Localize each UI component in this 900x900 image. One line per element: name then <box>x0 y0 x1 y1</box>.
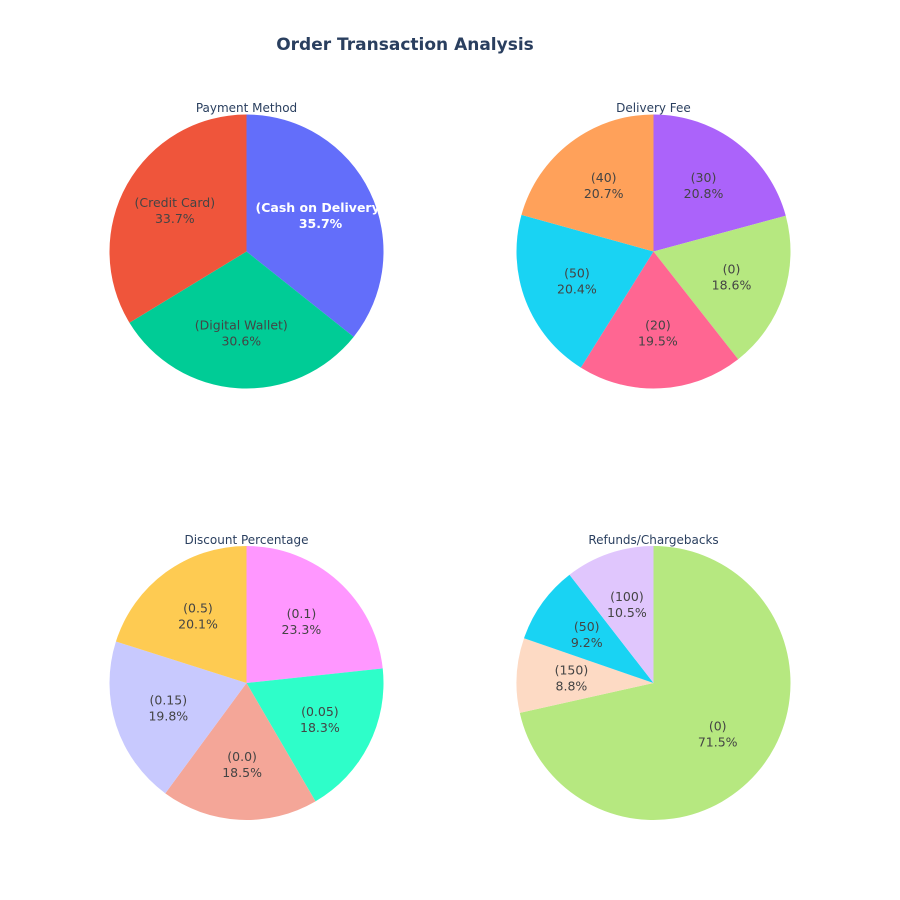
pie-slices <box>516 546 791 820</box>
pie-slices <box>109 114 384 389</box>
pie-labels: (30) 20.8%(0) 18.6%(20) 19.5%(50) 20.4%(40) 2… <box>557 170 751 349</box>
pie-slice-40 <box>521 114 654 252</box>
slice-category-text: (0) <box>723 261 741 276</box>
pie-slice-label: (50) 20.4% <box>557 265 597 296</box>
pie-slice-label: (0.1) 23.3% <box>282 606 322 637</box>
slice-category-text: (20) <box>645 318 671 333</box>
slice-category-text: (150) <box>555 662 589 677</box>
pie-slice-150 <box>516 638 654 713</box>
slice-category-text: (0) <box>709 718 727 733</box>
pie-slice-label: (40) 20.7% <box>584 170 624 201</box>
pie-slice-label: (Digital Wallet) 30.6% <box>195 318 288 349</box>
pie-labels: (0.1) 23.3% (0.05) 18.3% (0.0) 18.5% (0.15) 19.… <box>148 601 339 780</box>
slice-percent-text: 20.8% <box>684 186 724 201</box>
pie-slice-label: (0) 18.6% <box>712 261 752 292</box>
pie-slice-30 <box>653 114 786 252</box>
pie-refunds-chargebacks: Refunds/Chargebacks (0) 71.5% (150) 8.8% (50… <box>516 533 791 820</box>
slice-category-text: (40) <box>591 170 617 185</box>
pie-title-refunds-chargebacks: Refunds/Chargebacks <box>588 533 718 547</box>
slice-category-text: (Cash on Delivery) <box>256 200 386 215</box>
pie-slice-0 <box>653 215 791 360</box>
pie-slice-label: (Cash on Delivery) 35.7% <box>256 200 386 231</box>
pie-slice-label: (20) 19.5% <box>638 318 678 349</box>
slice-category-text: (30) <box>691 170 717 185</box>
pie-slice-50 <box>516 214 654 368</box>
slice-percent-text: 35.7% <box>299 216 343 231</box>
pie-slice-0-05 <box>246 668 384 802</box>
pie-slice-0 <box>519 546 791 820</box>
slice-category-text: (100) <box>610 589 644 604</box>
pie-slice-credit-card <box>109 114 247 323</box>
pie-slices <box>516 114 791 389</box>
pie-title-discount-percentage: Discount Percentage <box>184 533 308 547</box>
pie-slice-label: (0.15) 19.8% <box>148 692 188 723</box>
slice-category-text: (0.1) <box>287 606 317 621</box>
slice-percent-text: 20.7% <box>584 186 624 201</box>
pie-slice-label: (100) 10.5% <box>607 589 647 620</box>
pie-slice-0-5 <box>115 546 247 683</box>
slice-percent-text: 71.5% <box>698 734 738 749</box>
slice-percent-text: 23.3% <box>282 622 322 637</box>
chart-title: Order Transaction Analysis <box>276 35 534 55</box>
slice-percent-text: 18.5% <box>222 765 262 780</box>
slice-category-text: (50) <box>564 265 590 280</box>
slice-percent-text: 8.8% <box>556 678 588 693</box>
pie-slice-label: (0) 71.5% <box>698 718 738 749</box>
pie-slice-label: (0.5) 20.1% <box>178 601 218 632</box>
slice-category-text: (Digital Wallet) <box>195 318 288 333</box>
pie-title-payment-method: Payment Method <box>196 101 297 115</box>
pie-slice-0-0 <box>165 683 316 821</box>
slice-category-text: (Credit Card) <box>135 195 216 210</box>
slice-percent-text: 10.5% <box>607 605 647 620</box>
pie-slice-digital-wallet <box>129 251 354 389</box>
pie-slice-label: (50) 9.2% <box>571 619 603 650</box>
slice-category-text: (0.0) <box>227 749 257 764</box>
slice-percent-text: 9.2% <box>571 635 603 650</box>
pie-slice-20 <box>580 251 739 389</box>
pie-slice-100 <box>569 546 654 683</box>
pie-title-delivery-fee: Delivery Fee <box>616 101 691 115</box>
slice-percent-text: 20.1% <box>178 617 218 632</box>
pie-slice-label: (30) 20.8% <box>684 170 724 201</box>
pie-delivery-fee: Delivery Fee (30) 20.8%(0) 18.6%(20) 19.5%(… <box>516 101 791 389</box>
pie-slice-cash-on-delivery <box>246 114 384 337</box>
pie-slice-label: (0.05) 18.3% <box>300 704 340 735</box>
pie-slice-0-1 <box>246 546 383 683</box>
slice-percent-text: 33.7% <box>155 211 195 226</box>
pie-payment-method: Payment Method (Cash on Delivery) 35.7% (D… <box>109 101 385 389</box>
slice-percent-text: 19.8% <box>148 708 188 723</box>
slice-category-text: (0.15) <box>150 692 188 707</box>
slice-percent-text: 18.6% <box>712 277 752 292</box>
pie-slice-0-15 <box>109 641 247 794</box>
pie-slices <box>109 546 384 821</box>
slice-percent-text: 18.3% <box>300 720 340 735</box>
pie-slice-label: (0.0) 18.5% <box>222 749 262 780</box>
pie-slice-label: (Credit Card) 33.7% <box>135 195 216 226</box>
slice-percent-text: 20.4% <box>557 281 597 296</box>
pie-discount-percentage: Discount Percentage (0.1) 23.3% (0.05) 18.3… <box>109 533 384 821</box>
slice-category-text: (0.5) <box>183 601 213 616</box>
slice-percent-text: 19.5% <box>638 334 678 349</box>
pie-labels: (0) 71.5%(150) 8.8%(50) 9.2%(100) 10.5% <box>555 589 738 749</box>
pie-labels: (Cash on Delivery) 35.7%(Digital Wallet) 3… <box>135 195 386 348</box>
slice-category-text: (50) <box>574 619 600 634</box>
pie-slice-label: (150) 8.8% <box>555 662 589 693</box>
slice-percent-text: 30.6% <box>221 334 261 349</box>
pie-slice-50 <box>524 574 654 683</box>
slice-category-text: (0.05) <box>301 704 339 719</box>
